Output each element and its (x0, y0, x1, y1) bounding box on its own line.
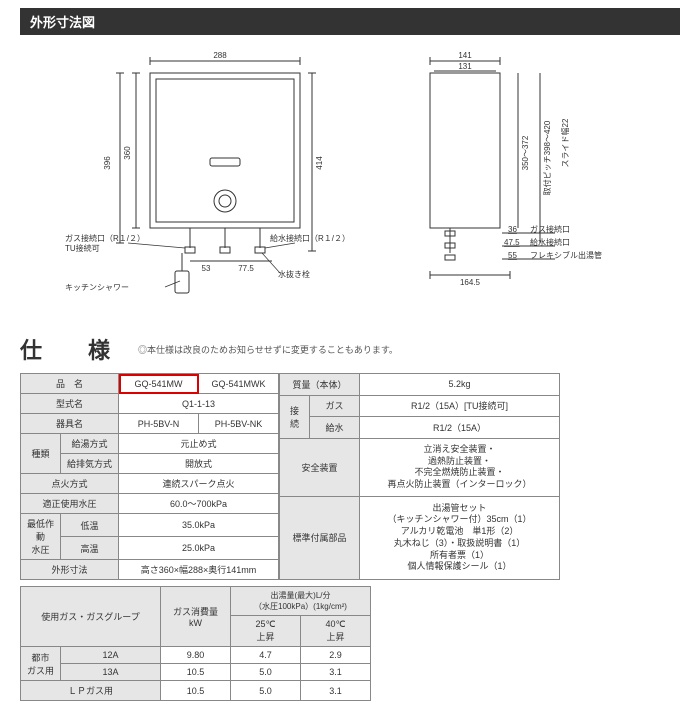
svg-text:取付ピッチ398～420: 取付ピッチ398～420 (542, 120, 552, 195)
gas-table-wrap: 使用ガス・ガスグループ ガス消費量 kW 出湯量(最大)L/分 （水圧100kP… (20, 586, 680, 701)
svg-text:53: 53 (202, 264, 211, 273)
spec-title-area: 仕 様 ◎本仕様は改良のためお知らせせずに変更することもあります。 (20, 333, 680, 365)
td-gq541mw: GQ-541MW (119, 374, 199, 394)
td-gq541mwk: GQ-541MWK (199, 374, 279, 394)
svg-text:47.5: 47.5 (504, 238, 520, 247)
svg-text:36: 36 (508, 225, 517, 234)
svg-text:350～372: 350～372 (521, 135, 530, 170)
th-product-name: 品 名 (21, 374, 119, 394)
flex-label: フレキシブル出湯管 (530, 250, 602, 260)
svg-text:414: 414 (315, 156, 324, 170)
gas-table: 使用ガス・ガスグループ ガス消費量 kW 出湯量(最大)L/分 （水圧100kP… (20, 586, 371, 701)
spec-note: ◎本仕様は改良のためお知らせせずに変更することもあります。 (138, 343, 398, 356)
diagrams-area: 288 396 360 414 (20, 43, 680, 323)
gas-port-label: ガス接続口 (530, 224, 570, 234)
svg-text:77.5: 77.5 (238, 264, 254, 273)
diagram-header: 外形寸法図 (20, 8, 680, 35)
svg-text:288: 288 (213, 51, 227, 60)
svg-text:55: 55 (508, 251, 517, 260)
spec-title: 仕 様 (20, 333, 122, 365)
svg-text:スライド幅22: スライド幅22 (560, 118, 570, 167)
front-view-diagram: 288 396 360 414 (60, 43, 360, 313)
svg-text:141: 141 (458, 51, 472, 60)
gas-conn-label: ガス接続口（R１/２） (65, 233, 145, 243)
svg-text:396: 396 (103, 156, 112, 170)
spec-tables-top: 品 名 GQ-541MW GQ-541MWK 型式名 Q1-1-13 器具名 P… (20, 373, 680, 580)
kitchen-shower-label: キッチンシャワー (65, 283, 129, 292)
water-conn-label: 給水接続口（R１/２） (270, 233, 350, 243)
spec-table-left: 品 名 GQ-541MW GQ-541MWK 型式名 Q1-1-13 器具名 P… (20, 373, 279, 580)
drain-label: 水抜き栓 (278, 269, 310, 279)
svg-text:131: 131 (458, 62, 472, 71)
svg-text:164.5: 164.5 (460, 278, 481, 287)
tu-conn-label: TU接続可 (65, 243, 100, 253)
spec-table-right: 質量（本体） 5.2kg 接続 ガス R1/2（15A）[TU接続可] 給水 R… (279, 373, 560, 580)
side-view-diagram: 141 131 350～372 取付ピッチ398～420 スライド幅22 164… (390, 43, 650, 313)
svg-text:360: 360 (123, 146, 132, 160)
water-port-label: 給水接続口 (530, 237, 570, 247)
